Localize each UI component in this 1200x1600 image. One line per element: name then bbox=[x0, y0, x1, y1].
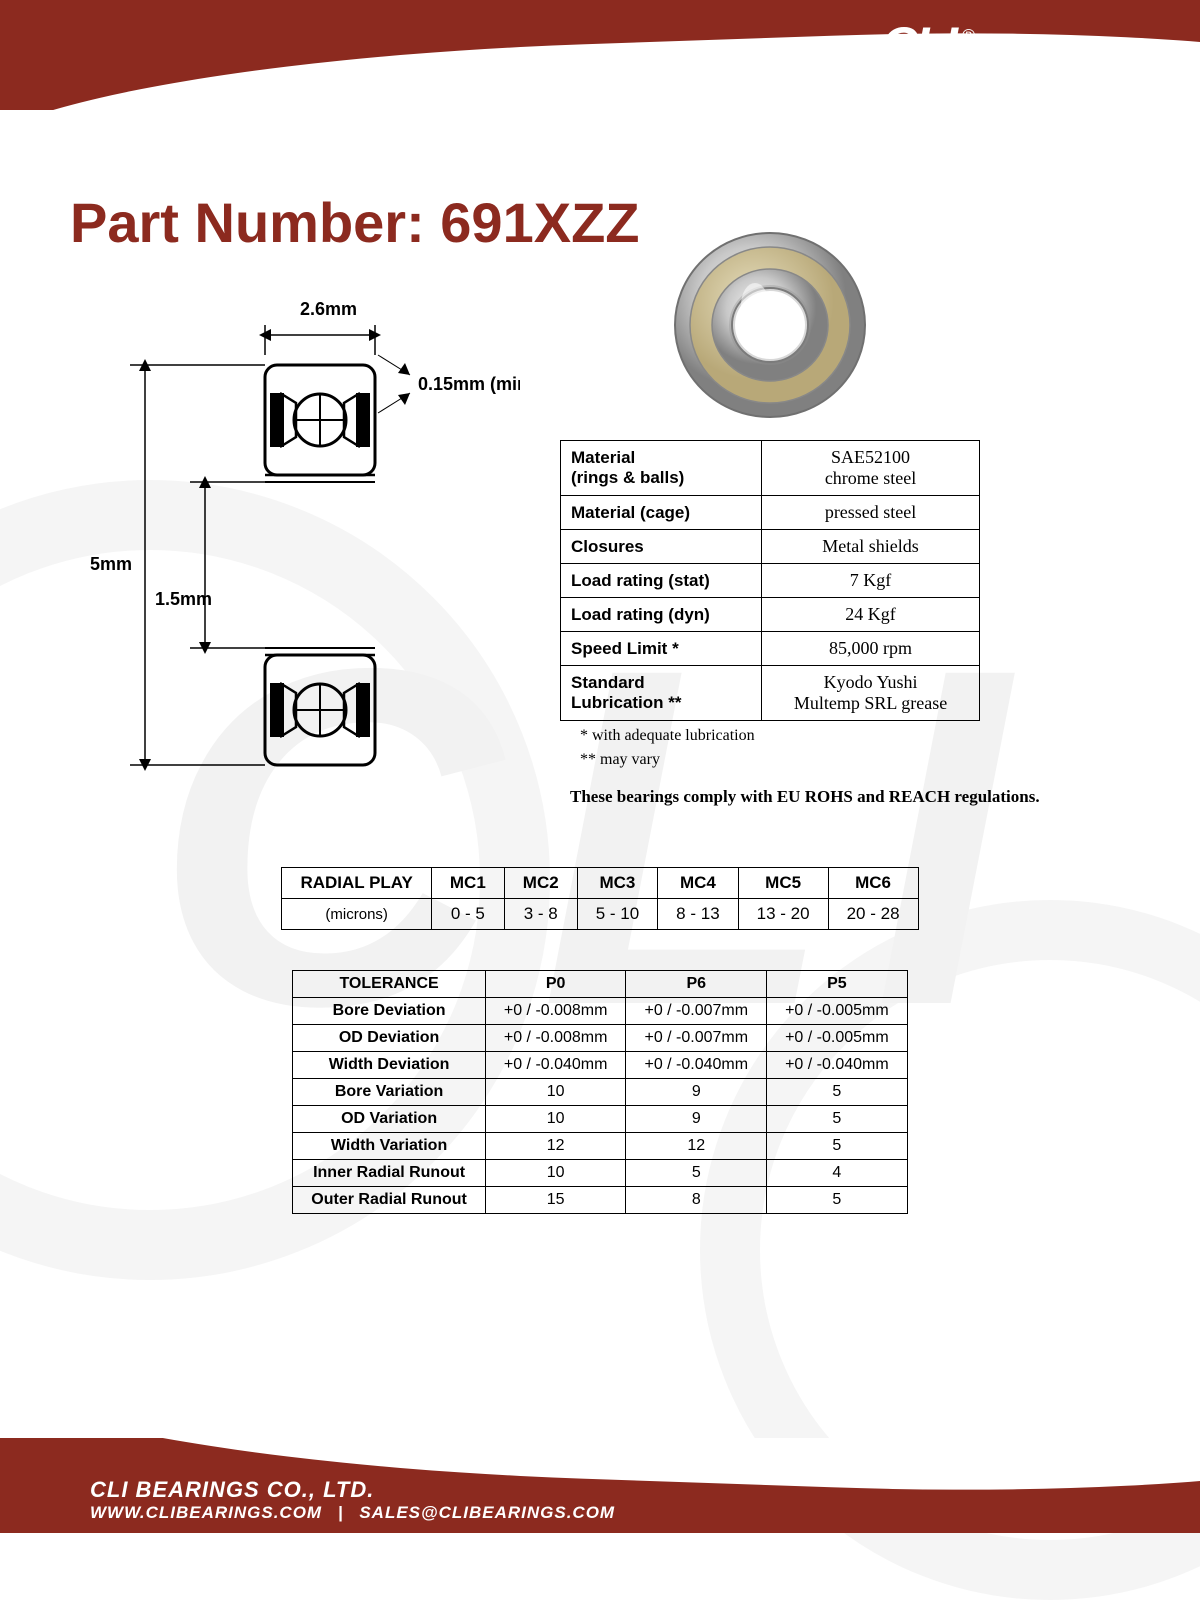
radial-col: MC5 bbox=[738, 868, 828, 899]
header-banner: CLI ® BEARINGS bbox=[0, 0, 1200, 110]
radial-col: MC3 bbox=[577, 868, 657, 899]
footnote-1: * with adequate lubrication bbox=[580, 727, 1130, 745]
tol-val: 5 bbox=[767, 1106, 908, 1133]
tol-val: +0 / -0.040mm bbox=[485, 1052, 626, 1079]
tol-row-label: Width Variation bbox=[293, 1133, 486, 1160]
tol-val: 8 bbox=[626, 1187, 767, 1214]
tol-val: 12 bbox=[626, 1133, 767, 1160]
dim-outer: 5mm bbox=[90, 554, 132, 574]
radial-play-header: RADIAL PLAY bbox=[282, 868, 431, 899]
radial-val: 20 - 28 bbox=[828, 899, 918, 930]
part-number-title: Part Number: 691XZZ bbox=[70, 190, 1130, 255]
tol-val: 10 bbox=[485, 1079, 626, 1106]
tol-row-label: OD Variation bbox=[293, 1106, 486, 1133]
footer-sep: | bbox=[338, 1503, 344, 1522]
tolerance-header: TOLERANCE bbox=[293, 971, 486, 998]
cross-section-diagram: 2.6mm bbox=[70, 285, 520, 805]
spec-value: 85,000 rpm bbox=[762, 632, 980, 666]
tol-row-label: Bore Variation bbox=[293, 1079, 486, 1106]
footer-banner: CLI BEARINGS CO., LTD. WWW.CLIBEARINGS.C… bbox=[0, 1438, 1200, 1533]
tol-val: 9 bbox=[626, 1106, 767, 1133]
dim-chamfer: 0.15mm (min.) bbox=[418, 374, 520, 394]
tol-val: 5 bbox=[767, 1079, 908, 1106]
tol-val: 9 bbox=[626, 1079, 767, 1106]
spec-value: 7 Kgf bbox=[762, 564, 980, 598]
spec-value: pressed steel bbox=[762, 496, 980, 530]
bearing-photo bbox=[650, 225, 890, 425]
tol-val: +0 / -0.040mm bbox=[626, 1052, 767, 1079]
tol-row-label: Bore Deviation bbox=[293, 998, 486, 1025]
tol-val: 15 bbox=[485, 1187, 626, 1214]
spec-label: Load rating (stat) bbox=[561, 564, 762, 598]
tol-row-label: Inner Radial Runout bbox=[293, 1160, 486, 1187]
tol-col: P0 bbox=[485, 971, 626, 998]
footer-email: SALES@CLIBEARINGS.COM bbox=[359, 1503, 615, 1522]
tol-val: +0 / -0.007mm bbox=[626, 998, 767, 1025]
tol-val: +0 / -0.005mm bbox=[767, 998, 908, 1025]
spec-label: Speed Limit * bbox=[561, 632, 762, 666]
tol-val: 10 bbox=[485, 1160, 626, 1187]
compliance-note: These bearings comply with EU ROHS and R… bbox=[570, 787, 1130, 807]
spec-value: Metal shields bbox=[762, 530, 980, 564]
radial-col: MC1 bbox=[431, 868, 504, 899]
radial-col: MC2 bbox=[504, 868, 577, 899]
spec-table: Material(rings & balls)SAE52100chrome st… bbox=[560, 440, 980, 721]
spec-value: Kyodo YushiMultemp SRL grease bbox=[762, 666, 980, 721]
tol-val: 12 bbox=[485, 1133, 626, 1160]
spec-value: SAE52100chrome steel bbox=[762, 441, 980, 496]
footer-url: WWW.CLIBEARINGS.COM bbox=[90, 1503, 322, 1522]
spec-value: 24 Kgf bbox=[762, 598, 980, 632]
footnote-2: ** may vary bbox=[580, 751, 1130, 769]
tol-val: 4 bbox=[767, 1160, 908, 1187]
tol-val: +0 / -0.008mm bbox=[485, 998, 626, 1025]
spec-label: Load rating (dyn) bbox=[561, 598, 762, 632]
tol-val: +0 / -0.005mm bbox=[767, 1025, 908, 1052]
tol-val: +0 / -0.008mm bbox=[485, 1025, 626, 1052]
tol-val: 5 bbox=[767, 1187, 908, 1214]
radial-val: 3 - 8 bbox=[504, 899, 577, 930]
radial-val: 5 - 10 bbox=[577, 899, 657, 930]
tol-row-label: Outer Radial Runout bbox=[293, 1187, 486, 1214]
tol-val: 5 bbox=[626, 1160, 767, 1187]
tol-row-label: Width Deviation bbox=[293, 1052, 486, 1079]
radial-val: 13 - 20 bbox=[738, 899, 828, 930]
tol-col: P6 bbox=[626, 971, 767, 998]
radial-col: MC6 bbox=[828, 868, 918, 899]
tol-val: 10 bbox=[485, 1106, 626, 1133]
radial-val: 0 - 5 bbox=[431, 899, 504, 930]
spec-label: StandardLubrication ** bbox=[561, 666, 762, 721]
tol-col: P5 bbox=[767, 971, 908, 998]
footer-company: CLI BEARINGS CO., LTD. bbox=[90, 1477, 615, 1503]
tol-val: +0 / -0.040mm bbox=[767, 1052, 908, 1079]
radial-col: MC4 bbox=[658, 868, 738, 899]
tol-val: +0 / -0.007mm bbox=[626, 1025, 767, 1052]
radial-play-table: RADIAL PLAYMC1MC2MC3MC4MC5MC6 (microns)0… bbox=[281, 867, 918, 930]
footer-contact: WWW.CLIBEARINGS.COM | SALES@CLIBEARINGS.… bbox=[90, 1503, 615, 1523]
tol-row-label: OD Deviation bbox=[293, 1025, 486, 1052]
radial-val: 8 - 13 bbox=[658, 899, 738, 930]
radial-play-sub: (microns) bbox=[282, 899, 431, 930]
dim-inner: 1.5mm bbox=[155, 589, 212, 609]
tol-val: 5 bbox=[767, 1133, 908, 1160]
spec-label: Material(rings & balls) bbox=[561, 441, 762, 496]
spec-label: Closures bbox=[561, 530, 762, 564]
spec-label: Material (cage) bbox=[561, 496, 762, 530]
tolerance-table: TOLERANCEP0P6P5 Bore Deviation+0 / -0.00… bbox=[292, 970, 907, 1214]
dim-width: 2.6mm bbox=[300, 299, 357, 319]
